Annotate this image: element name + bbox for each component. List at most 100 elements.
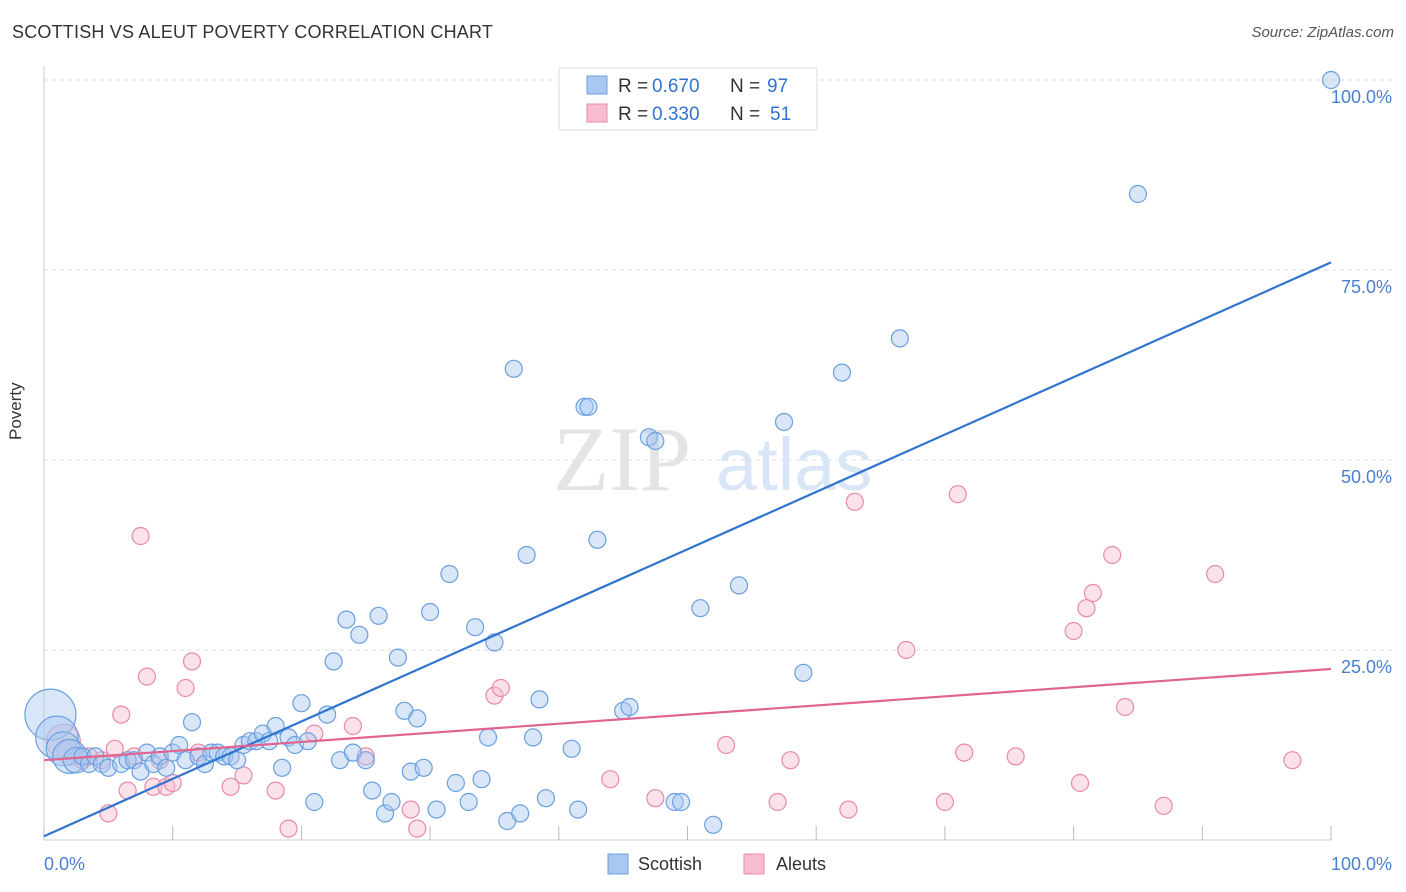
x-tick-label-1: 100.0% xyxy=(1331,854,1392,874)
scottish-point-73 xyxy=(562,739,581,758)
scottish-point-47 xyxy=(356,751,375,770)
aleuts-point-27 xyxy=(408,819,427,838)
scottish-point-11 xyxy=(118,751,137,770)
aleuts-point-36 xyxy=(845,492,864,511)
legend-scottish-n-value: 97 xyxy=(767,76,788,97)
scottish-point-82 xyxy=(665,792,684,812)
legend-aleuts-n-value: 51 xyxy=(770,104,791,125)
y-tick-label-0: 25.0% xyxy=(1341,657,1392,677)
legend-scottish-r-value: 0.670 xyxy=(652,76,700,97)
scottish-point-71 xyxy=(530,690,549,709)
aleuts-point-38 xyxy=(935,792,955,812)
scottish-point-62 xyxy=(466,618,485,637)
aleuts-point-20 xyxy=(234,766,253,785)
scottish-point-91 xyxy=(1128,184,1148,204)
legend-aleuts-r-label: R = xyxy=(618,104,648,125)
legend: R = 0.670 N = 97 R = 0.330 N = 51 xyxy=(558,67,818,131)
aleuts-point-46 xyxy=(1103,545,1122,565)
scottish-point-48 xyxy=(363,781,382,800)
scottish-point-92 xyxy=(1321,70,1341,90)
legend-aleuts-r-value: 0.330 xyxy=(652,104,700,125)
scottish-point-42 xyxy=(324,652,343,671)
scottish-point-74 xyxy=(569,800,588,819)
scottish-point-77 xyxy=(588,530,607,549)
scottish-point-60 xyxy=(446,773,465,793)
scottish-point-76 xyxy=(579,397,598,416)
watermark-zip: ZIP xyxy=(553,408,691,510)
scottish-point-38 xyxy=(292,694,311,713)
scottish-point-61 xyxy=(459,792,478,812)
scottish-point-83 xyxy=(671,792,691,812)
scottish-point-55 xyxy=(408,709,427,728)
scottish-point-84 xyxy=(691,599,710,618)
scottish-point-4 xyxy=(62,746,90,774)
aleuts-point-21 xyxy=(266,781,285,800)
aleuts-point-44 xyxy=(1077,599,1096,618)
scottish-point-46 xyxy=(350,625,369,644)
aleuts-point-6 xyxy=(105,739,124,758)
scottish-point-44 xyxy=(337,610,356,629)
aleuts-point-22 xyxy=(279,819,298,838)
aleuts-point-35 xyxy=(839,800,858,819)
scottish-point-75 xyxy=(575,397,594,416)
scottish-point-6 xyxy=(79,754,99,774)
scottish-point-86 xyxy=(729,576,749,595)
legend-scottish-r-label: R = xyxy=(618,76,648,97)
aleuts-point-41 xyxy=(1006,747,1025,766)
trend-lines xyxy=(43,261,1332,838)
aleuts-point-29 xyxy=(491,678,510,698)
aleuts-point-48 xyxy=(1154,796,1173,815)
aleuts-point-43 xyxy=(1070,773,1090,793)
scottish-point-79 xyxy=(620,697,639,717)
bottom-legend: Scottish Aleuts xyxy=(607,853,826,875)
scottish-point-21 xyxy=(182,713,202,732)
aleuts-point-45 xyxy=(1083,583,1103,603)
scottish-trendline xyxy=(43,261,1332,838)
scottish-point-57 xyxy=(421,602,440,622)
scottish-point-58 xyxy=(427,800,446,819)
aleuts-point-49 xyxy=(1206,564,1225,584)
bottom-legend-swatch-aleuts xyxy=(743,853,765,875)
scottish-point-40 xyxy=(305,792,324,812)
source-label: Source: ZipAtlas.com xyxy=(1251,24,1394,41)
aleuts-point-28 xyxy=(485,686,504,705)
y-tick-label-2: 75.0% xyxy=(1341,277,1392,297)
x-tick-label-0: 0.0% xyxy=(44,854,85,874)
scottish-point-41 xyxy=(318,705,337,724)
tick-labels: 25.0% 50.0% 75.0% 100.0% 0.0% 100.0% xyxy=(44,87,1392,874)
aleuts-point-32 xyxy=(717,735,736,755)
scottish-point-85 xyxy=(704,815,723,834)
scottish-point-89 xyxy=(832,363,852,382)
aleuts-point-31 xyxy=(646,789,665,808)
watermark: ZIP atlas xyxy=(553,408,872,510)
scottish-point-52 xyxy=(388,648,408,667)
scottish-point-17 xyxy=(157,758,176,777)
scottish-point-56 xyxy=(414,758,433,777)
aleuts-point-33 xyxy=(768,792,787,812)
scottish-point-68 xyxy=(511,804,530,823)
aleuts-point-39 xyxy=(948,485,967,504)
scottish-point-90 xyxy=(890,329,909,348)
legend-scottish-n-label: N = xyxy=(730,76,760,97)
aleuts-point-37 xyxy=(897,640,916,660)
legend-swatch-scottish xyxy=(586,75,608,95)
y-tick-label-3: 100.0% xyxy=(1331,87,1392,107)
aleuts-point-19 xyxy=(221,777,240,796)
aleuts-point-17 xyxy=(182,652,202,671)
legend-aleuts-n-label: N = xyxy=(730,104,760,125)
scottish-point-35 xyxy=(272,758,292,777)
aleuts-point-30 xyxy=(601,770,620,789)
scottish-point-88 xyxy=(794,663,813,682)
aleuts-point-47 xyxy=(1115,697,1135,717)
aleuts-point-10 xyxy=(131,526,150,546)
aleuts-point-24 xyxy=(343,716,362,736)
aleuts-point-26 xyxy=(401,800,420,819)
aleuts-points xyxy=(45,485,1302,838)
aleuts-point-16 xyxy=(176,678,195,698)
scottish-point-67 xyxy=(504,359,523,378)
scottish-point-70 xyxy=(523,728,543,747)
scottish-point-50 xyxy=(375,804,395,823)
scottish-point-72 xyxy=(536,789,556,808)
aleuts-point-34 xyxy=(781,751,800,770)
